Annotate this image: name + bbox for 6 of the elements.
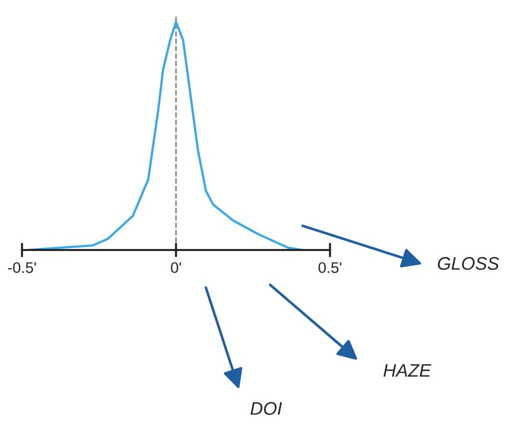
x-tick-label: 0': [170, 262, 181, 274]
text: DOI: [250, 402, 282, 415]
text: GLOSS: [438, 257, 500, 270]
x-tick-label: 0.5': [318, 262, 342, 274]
x-tick-label: -0.5': [8, 262, 36, 274]
text: HAZE: [384, 364, 432, 377]
